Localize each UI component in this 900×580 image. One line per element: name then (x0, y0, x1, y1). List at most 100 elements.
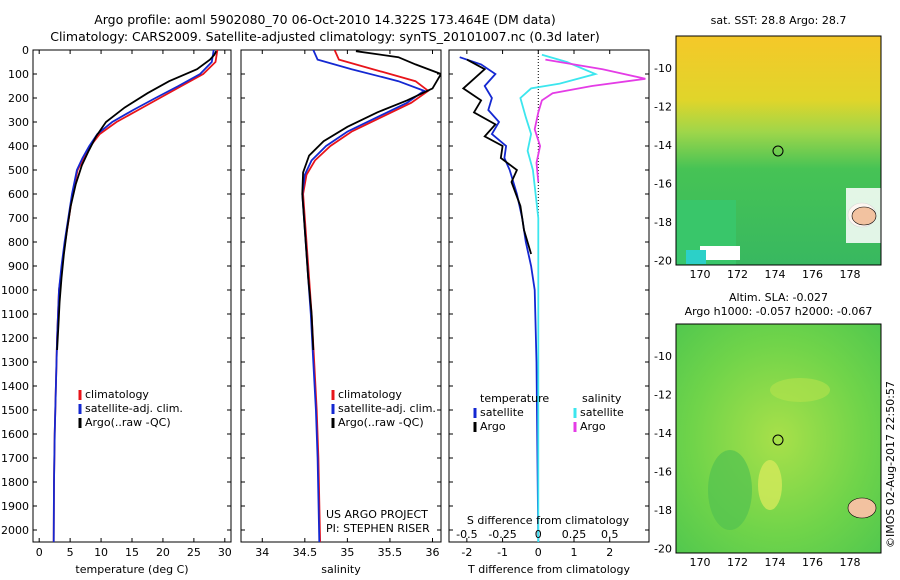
s-tick-label: -0.25 (488, 528, 516, 541)
x-tick-label: -1 (497, 546, 508, 559)
y-tick-label: 700 (8, 212, 29, 225)
x-tick-label: 35.5 (378, 546, 403, 559)
x-tick-label: 0 (36, 546, 43, 559)
x-tick-label: 2 (606, 546, 613, 559)
x-axis-label: temperature (deg C) (75, 563, 188, 576)
plot-frame (32, 49, 232, 543)
plot-frame (240, 49, 442, 543)
sla-map-title: Altim. SLA: -0.027 (728, 291, 829, 304)
x-tick-label: 20 (156, 546, 170, 559)
x-tick-label: 36 (425, 546, 439, 559)
legend-label: Argo(..raw -QC) (338, 416, 424, 429)
series-line (459, 56, 540, 542)
map-x-tick-label: 174 (765, 556, 786, 569)
map-x-tick-label: 172 (727, 268, 748, 281)
s-tick-label: 0.5 (601, 528, 619, 541)
legend-label: Argo (580, 420, 606, 433)
y-tick-label: 1700 (1, 452, 29, 465)
y-tick-label: 2000 (1, 524, 29, 537)
x-tick-label: 35 (340, 546, 354, 559)
series-line (52, 50, 215, 542)
series-group (301, 50, 441, 542)
difference-profile: -2 -1 0 1 2 T difference from climatology (448, 49, 650, 576)
legend-label: satellite (580, 406, 624, 419)
map-x-tick-label: 178 (840, 268, 861, 281)
series-group (52, 50, 219, 542)
series-line (533, 58, 646, 183)
map-y-tick-label: -12 (654, 389, 672, 402)
x-tick-label: 0 (535, 546, 542, 559)
s-tick-label: 0.25 (562, 528, 587, 541)
legend-label: satellite (480, 406, 524, 419)
legend-label: climatology (338, 388, 402, 401)
map-x-tick-label: 176 (802, 268, 823, 281)
map-x-tick-label: 170 (690, 268, 711, 281)
y-tick-label: 1800 (1, 476, 29, 489)
series-line (519, 53, 599, 542)
sla-map (676, 324, 881, 553)
y-tick-label: 1300 (1, 356, 29, 369)
y-tick-label: 300 (8, 116, 29, 129)
x-axis-label: T difference from climatology (467, 563, 630, 576)
legend-label: Argo (480, 420, 506, 433)
series-line (301, 50, 426, 542)
x-axis-label: salinity (321, 563, 361, 576)
x-tick-label: 10 (94, 546, 108, 559)
legend-label: Argo(..raw -QC) (85, 416, 171, 429)
map-y-tick-label: -18 (654, 216, 672, 229)
y-tick-label: 900 (8, 260, 29, 273)
climatology-subtitle: Climatology: CARS2009. Satellite-adjuste… (50, 29, 600, 44)
legend-label: climatology (85, 388, 149, 401)
argo-position-marker-sla (772, 434, 784, 446)
map-y-tick-label: -20 (654, 255, 672, 268)
y-tick-label: 400 (8, 140, 29, 153)
y-tick-label: 1600 (1, 428, 29, 441)
satellite-maps (675, 35, 882, 554)
series-line (56, 50, 217, 351)
map-y-tick-label: -10 (654, 62, 672, 75)
map-y-tick-label: -14 (654, 139, 672, 152)
x-tick-label: 1 (571, 546, 578, 559)
plot-frame (448, 49, 650, 543)
imos-stamp: ©IMOS 02-Aug-2017 22:50:57 (884, 381, 897, 548)
x-tick-label: -2 (461, 546, 472, 559)
series-line (461, 58, 532, 255)
y-tick-label: 200 (8, 92, 29, 105)
argo-position-marker (772, 145, 784, 157)
y-tick-label: 1500 (1, 404, 29, 417)
s-tick-label: 0 (535, 528, 542, 541)
map-y-tick-label: -14 (654, 427, 672, 440)
sst-map-title: sat. SST: 28.8 Argo: 28.7 (710, 14, 847, 27)
y-tick-label: 0 (22, 44, 29, 57)
y-tick-label: 1400 (1, 380, 29, 393)
x-tick-label: 34 (255, 546, 269, 559)
x-tick-label: 15 (125, 546, 139, 559)
map-x-tick-label: 170 (690, 556, 711, 569)
map-x-tick-label: 176 (802, 556, 823, 569)
legend-title: salinity (582, 392, 622, 405)
map-x-tick-label: 174 (765, 268, 786, 281)
x-tick-label: 5 (67, 546, 74, 559)
y-tick-label: 600 (8, 188, 29, 201)
project-annotation: US ARGO PROJECT (326, 508, 428, 521)
map-y-tick-label: -20 (654, 543, 672, 556)
x-tick-label: 25 (187, 546, 201, 559)
map-x-tick-label: 172 (727, 556, 748, 569)
profile-title: Argo profile: aoml 5902080_70 06-Oct-201… (94, 12, 556, 27)
x-tick-label: 30 (218, 546, 232, 559)
y-tick-label: 500 (8, 164, 29, 177)
legend-label: satellite-adj. clim. (338, 402, 436, 415)
map-y-tick-label: -16 (654, 178, 672, 191)
argo-height-title: Argo h1000: -0.057 h2000: -0.067 (684, 305, 873, 318)
map-y-tick-label: -10 (654, 350, 672, 363)
legend-label: satellite-adj. clim. (85, 402, 183, 415)
temperature-profile: 0 5 10 15 20 25 300100200300400500600700800900… (1, 44, 232, 576)
top-axis-label: S difference from climatology (467, 514, 630, 527)
x-tick-label: 34.5 (293, 546, 318, 559)
series-line (301, 50, 441, 351)
legend-title: temperature (480, 392, 549, 405)
pi-annotation: PI: STEPHEN RISER (326, 522, 430, 535)
y-tick-label: 1200 (1, 332, 29, 345)
y-tick-label: 800 (8, 236, 29, 249)
